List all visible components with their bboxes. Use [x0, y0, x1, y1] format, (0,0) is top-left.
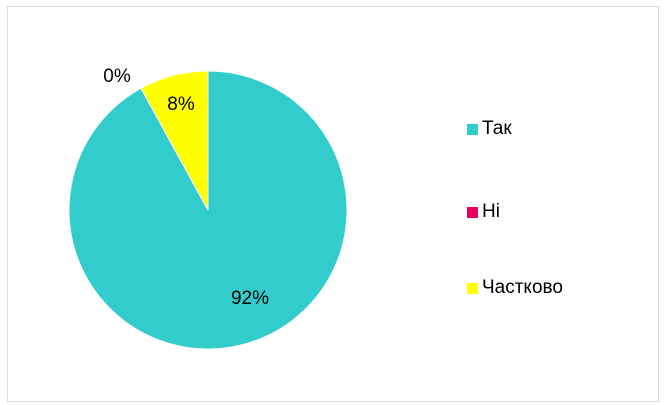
legend-label-ni: Ні — [482, 201, 500, 222]
data-label-ni: 0% — [103, 66, 131, 87]
pie-labels: 92% 0% 8% — [103, 66, 269, 309]
data-label-chastkovo: 8% — [167, 94, 195, 115]
legend-item-tak: Так — [467, 118, 512, 140]
legend-label-tak: Так — [482, 118, 512, 139]
legend-swatch-ni — [467, 206, 478, 218]
pie-slice-tak — [68, 70, 348, 350]
legend-item-chastkovo: Частково — [467, 277, 563, 299]
legend-swatch-tak — [467, 123, 478, 135]
legend-swatch-chastkovo — [467, 282, 478, 294]
pie-slices — [68, 70, 348, 350]
data-label-tak: 92% — [231, 288, 269, 309]
legend-label-chastkovo: Частково — [482, 277, 563, 298]
pie-slice-chastkovo — [140, 70, 209, 211]
legend-item-ni: Ні — [467, 201, 500, 223]
